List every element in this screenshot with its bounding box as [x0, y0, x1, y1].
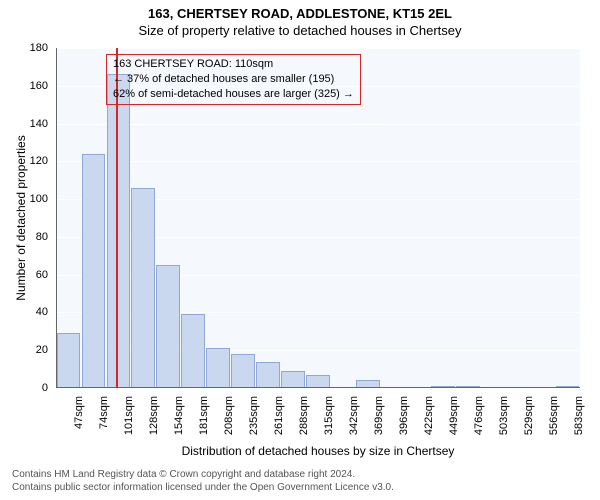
y-tick-label: 60 — [0, 269, 48, 281]
x-tick-label: 101sqm — [123, 396, 135, 435]
x-tick-label: 235sqm — [248, 396, 260, 435]
x-tick-label: 288sqm — [298, 396, 310, 435]
x-tick-label: 529sqm — [523, 396, 535, 435]
chart-container: 163, CHERTSEY ROAD, ADDLESTONE, KT15 2EL… — [0, 0, 600, 500]
y-tick-label: 140 — [0, 118, 48, 130]
gridline — [56, 48, 580, 49]
x-tick-label: 422sqm — [423, 396, 435, 435]
gridline — [56, 161, 580, 162]
x-tick-label: 449sqm — [448, 396, 460, 435]
x-tick-label: 154sqm — [173, 396, 185, 435]
annotation-line: 62% of semi-detached houses are larger (… — [113, 87, 354, 102]
gridline — [56, 388, 580, 389]
x-tick-label: 261sqm — [273, 396, 285, 435]
footer-line-2: Contains public sector information licen… — [12, 481, 394, 494]
x-tick-label: 583sqm — [573, 396, 585, 435]
annotation-line: 163 CHERTSEY ROAD: 110sqm — [113, 57, 354, 72]
histogram-bar — [281, 371, 305, 388]
histogram-bar — [256, 362, 280, 388]
x-axis-label: Distribution of detached houses by size … — [56, 444, 580, 458]
histogram-bar — [57, 333, 81, 388]
annotation-box: 163 CHERTSEY ROAD: 110sqm← 37% of detach… — [106, 54, 361, 105]
title-main: 163, CHERTSEY ROAD, ADDLESTONE, KT15 2EL — [0, 0, 600, 21]
y-tick-label: 80 — [0, 231, 48, 243]
histogram-bar — [206, 348, 230, 388]
x-tick-label: 476sqm — [473, 396, 485, 435]
gridline — [56, 124, 580, 125]
y-tick-label: 180 — [0, 42, 48, 54]
footer-line-1: Contains HM Land Registry data © Crown c… — [12, 468, 394, 481]
y-tick-label: 160 — [0, 80, 48, 92]
x-tick-label: 128sqm — [148, 396, 160, 435]
chart-plot-area: 163 CHERTSEY ROAD: 110sqm← 37% of detach… — [56, 48, 580, 388]
y-tick-label: 100 — [0, 193, 48, 205]
x-tick-label: 396sqm — [398, 396, 410, 435]
x-axis-line — [56, 387, 580, 388]
x-tick-label: 181sqm — [198, 396, 210, 435]
y-axis-line — [56, 48, 57, 388]
annotation-line: ← 37% of detached houses are smaller (19… — [113, 72, 354, 87]
x-tick-label: 74sqm — [98, 396, 110, 429]
y-tick-label: 120 — [0, 155, 48, 167]
y-tick-label: 40 — [0, 306, 48, 318]
histogram-bar — [107, 74, 131, 388]
x-tick-label: 315sqm — [323, 396, 335, 435]
histogram-bar — [231, 354, 255, 388]
x-tick-label: 369sqm — [373, 396, 385, 435]
histogram-bar — [181, 314, 205, 388]
title-sub: Size of property relative to detached ho… — [0, 21, 600, 38]
footer-attribution: Contains HM Land Registry data © Crown c… — [12, 468, 394, 494]
x-tick-label: 47sqm — [73, 396, 85, 429]
x-tick-label: 556sqm — [548, 396, 560, 435]
histogram-bar — [156, 265, 180, 388]
x-tick-label: 208sqm — [223, 396, 235, 435]
y-tick-label: 20 — [0, 344, 48, 356]
y-tick-label: 0 — [0, 382, 48, 394]
x-tick-label: 503sqm — [498, 396, 510, 435]
histogram-bar — [131, 188, 155, 388]
x-tick-label: 342sqm — [348, 396, 360, 435]
histogram-bar — [82, 154, 106, 388]
